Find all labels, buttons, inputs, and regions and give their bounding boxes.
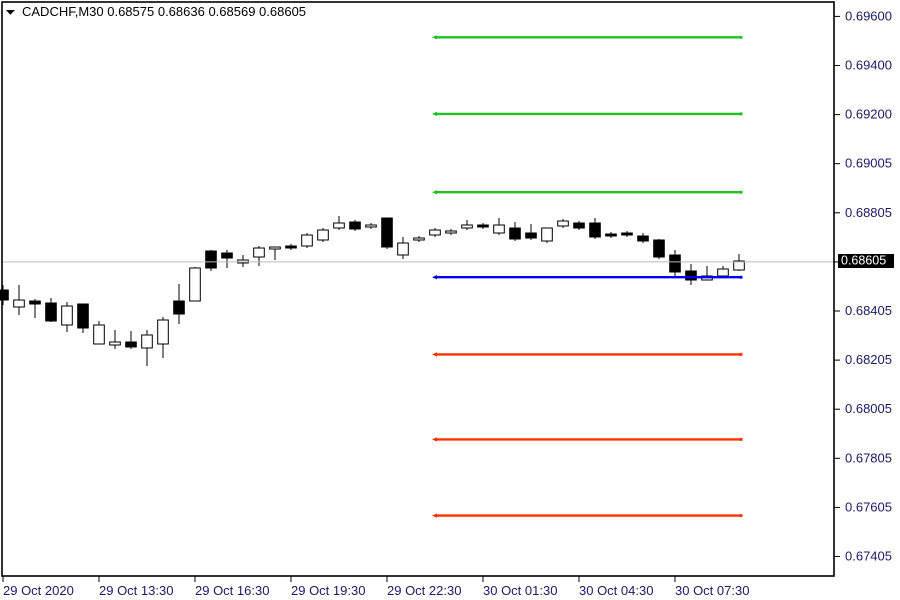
svg-text:0.69005: 0.69005 [845,156,892,171]
svg-text:0.67805: 0.67805 [845,450,892,465]
svg-text:29 Oct 19:30: 29 Oct 19:30 [291,583,365,598]
svg-text:30 Oct 07:30: 30 Oct 07:30 [675,583,749,598]
svg-text:30 Oct 04:30: 30 Oct 04:30 [579,583,653,598]
svg-text:0.68405: 0.68405 [845,303,892,318]
svg-text:0.69600: 0.69600 [845,8,892,23]
svg-text:0.68005: 0.68005 [845,401,892,416]
svg-text:0.68805: 0.68805 [845,205,892,220]
svg-text:0.69400: 0.69400 [845,58,892,73]
svg-text:30 Oct 01:30: 30 Oct 01:30 [483,583,557,598]
svg-text:29 Oct 16:30: 29 Oct 16:30 [195,583,269,598]
svg-text:0.67605: 0.67605 [845,499,892,514]
svg-text:0.69200: 0.69200 [845,107,892,122]
svg-text:0.68205: 0.68205 [845,352,892,367]
svg-text:29 Oct 22:30: 29 Oct 22:30 [387,583,461,598]
svg-text:CADCHF,M30 0.68575 0.68636 0: CADCHF,M30 0.68575 0.68636 0.68569 0.686… [22,4,306,19]
svg-text:0.67405: 0.67405 [845,549,892,564]
svg-text:0.68605: 0.68605 [841,254,886,268]
svg-text:29 Oct 2020: 29 Oct 2020 [3,583,74,598]
svg-text:29 Oct 13:30: 29 Oct 13:30 [99,583,173,598]
